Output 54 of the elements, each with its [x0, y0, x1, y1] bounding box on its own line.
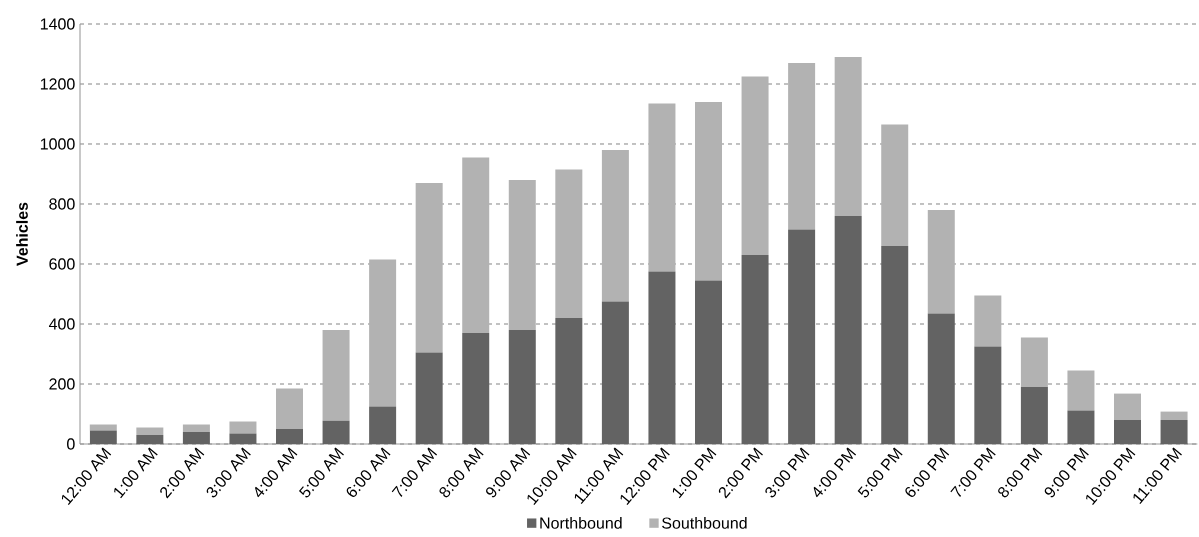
y-tick-label: 1200 — [40, 78, 75, 90]
x-tick-label: 6:00 AM — [346, 447, 391, 497]
bar — [508, 180, 536, 330]
bar — [89, 430, 117, 444]
x-tick-label: 7:00 PM — [950, 447, 996, 497]
y-axis-title: Vehicles — [16, 202, 28, 266]
bar — [881, 124, 909, 246]
bar — [1160, 411, 1188, 420]
y-tick-label: 1400 — [40, 18, 75, 30]
bar — [1114, 393, 1142, 420]
x-tick-label: 4:00 AM — [255, 447, 298, 498]
bar — [136, 427, 164, 435]
bar — [369, 259, 397, 407]
bar — [136, 435, 164, 444]
bar — [834, 57, 862, 216]
bar — [1067, 410, 1095, 444]
bar — [881, 246, 909, 444]
x-tick-label: 7:00 AM — [391, 447, 438, 497]
bar — [555, 169, 583, 318]
bar — [974, 295, 1002, 347]
bar — [229, 433, 257, 444]
bar — [1067, 370, 1095, 411]
bar — [1020, 337, 1048, 387]
bar — [462, 333, 490, 444]
bar — [1020, 387, 1048, 444]
bar — [182, 424, 210, 432]
legend-label: Southbound — [662, 517, 747, 529]
y-tick-label: 0 — [67, 438, 75, 450]
bar — [229, 421, 257, 434]
y-tick-label: 800 — [49, 198, 75, 210]
x-tick-label: 4:00 PM — [813, 447, 857, 498]
bar — [648, 271, 676, 444]
y-tick-label: 400 — [48, 318, 75, 330]
bar — [182, 432, 210, 444]
bar — [695, 102, 722, 281]
bar — [415, 183, 443, 353]
bar — [601, 150, 629, 302]
bar — [322, 330, 350, 421]
y-tick-label: 1000 — [40, 138, 75, 150]
bar — [741, 76, 769, 255]
bar — [648, 103, 676, 272]
legend-label: Northbound — [540, 517, 622, 529]
x-tick-label: 6:00 PM — [905, 447, 950, 497]
bar — [276, 429, 304, 444]
bar — [462, 157, 490, 333]
y-tick-label: 600 — [49, 258, 75, 270]
bar — [369, 406, 397, 444]
bar — [1114, 420, 1142, 444]
bar — [788, 63, 816, 230]
bar — [322, 420, 350, 444]
bar — [927, 210, 955, 314]
bar — [276, 388, 304, 429]
y-tick-label: 200 — [49, 378, 75, 390]
bar — [1160, 420, 1188, 444]
